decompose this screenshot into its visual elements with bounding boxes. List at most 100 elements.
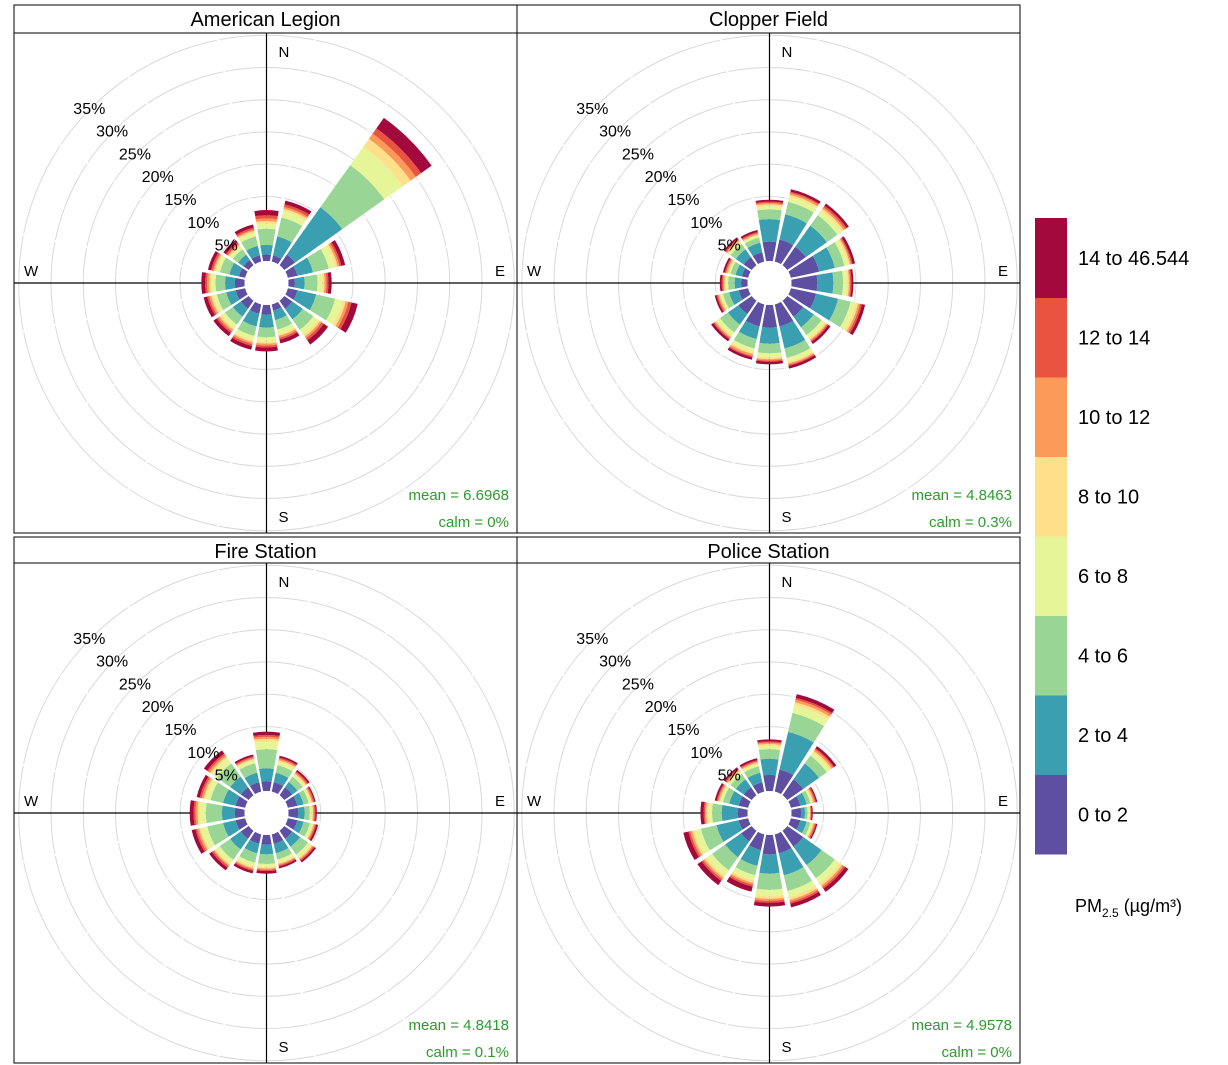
compass-w: W [24,263,39,280]
legend-label: 12 to 14 [1078,327,1150,349]
rose-segment [806,788,814,804]
rose-segment [757,739,782,743]
rose-segment [260,244,273,255]
rose-segment [743,234,759,242]
sector-gap [121,596,256,796]
rose-segment [234,224,254,235]
ring-tick-label: 20% [142,699,174,716]
rose-segment [711,323,730,342]
rose-segment [703,858,724,880]
rose-segment [307,823,315,840]
rose-segment [754,897,785,901]
rose-segment [728,260,736,275]
rose-segment [727,347,753,360]
rose-segment [759,326,780,344]
rose-segment [221,805,236,821]
rose-segment [278,327,296,336]
rose-segment [279,825,293,839]
rose-segment [841,236,856,264]
rose-segment [235,796,248,809]
rose-segment [793,306,814,328]
rose-segment [236,227,255,237]
rose-segment [800,314,822,336]
rose-segment [749,831,765,851]
rose-segment [195,828,207,852]
ring-tick-label: 10% [690,215,722,232]
rose-segment [256,223,277,230]
calm-hole [747,261,792,305]
rose-segment [284,781,298,795]
rose-segment [201,777,212,799]
sector-gap [277,66,412,266]
rose-segment [225,276,236,290]
sector-gap [772,33,821,262]
sector-gap [121,830,256,1030]
compass-s: S [782,509,792,526]
rose-segment [791,807,802,819]
rose-segment [758,749,781,760]
legend-label: 0 to 2 [1078,804,1128,826]
sector-gap [552,294,752,429]
rose-segment [272,236,292,259]
rose-segment [299,845,314,860]
rose-segment [284,831,301,847]
compass-w: W [24,793,39,810]
rose-segment [792,705,829,727]
legend-label: 4 to 6 [1078,645,1128,667]
rose-segment [203,778,214,800]
rose-segment [720,312,740,333]
rose-segment [295,771,309,785]
rose-segment [806,320,825,339]
legend-label: 10 to 12 [1078,407,1150,429]
rose-segment [254,738,279,743]
rose-segment [754,899,785,903]
rose-segment [755,888,784,897]
rose-segment [255,749,278,770]
rose-segment [735,264,746,277]
rose-segment [207,273,210,293]
rose-segment [288,776,303,791]
rose-segment [216,292,232,311]
rose-segment [789,193,819,207]
rose-segment [293,290,317,311]
legend-label: 6 to 8 [1078,566,1128,588]
rose-segment [337,301,352,330]
sector-gap [718,304,767,533]
rose-segment [214,848,231,866]
rose-segment [808,823,817,839]
legend-swatch [1035,695,1067,775]
legend-swatch [1035,377,1067,457]
ring-tick-label: 15% [165,722,197,739]
rose-segment [774,239,794,265]
rose-segment [757,342,782,354]
rose-segment [305,787,314,803]
rose-segment [293,792,304,806]
sector-gap [787,824,987,959]
rose-segment [725,768,739,783]
rose-segment [742,762,759,771]
rose-segment [787,351,814,364]
rose-segment [715,320,733,338]
rose-segment [303,788,311,804]
rose-segment [279,787,293,801]
rose-segment [703,802,706,824]
rose-segment [716,318,735,336]
rose-segment [823,205,847,230]
rose-segment [283,204,310,217]
rose-segment [212,294,224,313]
rose-panel: Fire Station 5% 10% 15% 20% 25% 30% 35% N S W Emean… [13,536,518,1064]
rose-segment [712,844,739,871]
rose-segment [255,344,278,348]
rose-segment [738,796,751,809]
rose-segment [363,138,411,187]
compass-e: E [998,263,1008,280]
rose-segment [740,230,758,239]
rose-segment [275,315,292,330]
panel-border [516,562,1021,1064]
rose-segment [278,858,296,867]
rose-segment [211,758,232,778]
rose-segment [788,354,815,367]
rose-segment [249,782,262,795]
rose-segment [778,848,804,876]
sector-gap [277,300,412,500]
